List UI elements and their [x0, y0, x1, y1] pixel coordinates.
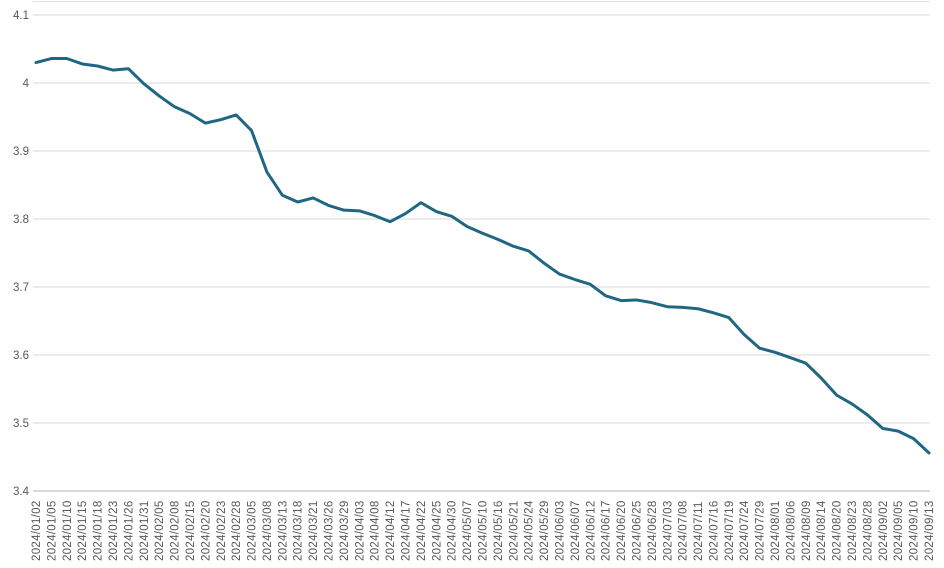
x-tick-label: 2024/05/24 [524, 500, 536, 561]
x-tick-label: 2024/02/15 [185, 500, 197, 561]
x-tick-label: 2024/01/31 [139, 500, 151, 561]
x-tick-label: 2024/01/10 [62, 500, 74, 561]
data-line [34, 57, 931, 455]
x-tick-label: 2024/01/02 [31, 500, 43, 561]
x-tick-label: 2024/09/10 [909, 500, 921, 561]
y-tick-label: 3.9 [13, 146, 29, 158]
x-tick-label: 2024/07/16 [708, 500, 720, 561]
x-tick-label: 2024/03/18 [293, 500, 305, 561]
y-tick-label: 4.1 [13, 10, 29, 22]
x-tick-label: 2024/05/16 [493, 500, 505, 561]
x-tick-label: 2024/08/28 [862, 500, 874, 561]
x-tick-label: 2024/08/06 [785, 500, 797, 561]
x-tick-label: 2024/07/24 [739, 500, 751, 561]
x-tick-label: 2024/02/20 [200, 500, 212, 561]
x-tick-label: 2024/07/08 [678, 500, 690, 561]
x-tick-label: 2024/04/08 [370, 500, 382, 561]
x-tick-label: 2024/06/25 [631, 500, 643, 561]
x-tick-label: 2024/03/13 [277, 500, 289, 561]
x-tick-label: 2024/03/26 [324, 500, 336, 561]
x-tick-label: 2024/04/17 [401, 500, 413, 561]
x-tick-label: 2024/07/11 [693, 501, 705, 561]
x-tick-label: 2024/07/19 [724, 500, 736, 561]
x-tick-label: 2024/02/05 [154, 500, 166, 561]
x-tick-label: 2024/04/12 [385, 500, 397, 561]
x-tick-label: 2024/04/30 [447, 500, 459, 561]
x-tick-label: 2024/08/14 [816, 500, 828, 561]
x-tick-label: 2024/06/28 [647, 500, 659, 561]
x-tick-label: 2024/02/08 [170, 500, 182, 561]
x-tick-label: 2024/08/20 [832, 500, 844, 561]
x-tick-label: 2024/01/23 [108, 500, 120, 561]
x-tick-label: 2024/04/22 [416, 500, 428, 561]
y-tick-label: 3.5 [13, 418, 29, 430]
x-tick-label: 2024/01/15 [77, 500, 89, 561]
x-tick-label: 2024/01/18 [93, 500, 105, 561]
x-tick-label: 2024/04/25 [431, 500, 443, 561]
x-tick-label: 2024/09/05 [893, 500, 905, 561]
y-tick-label: 3.8 [13, 214, 29, 226]
y-tick-label: 3.6 [13, 350, 29, 362]
x-tick-label: 2024/06/03 [554, 500, 566, 561]
x-tick-label: 2024/06/12 [585, 500, 597, 561]
x-tick-label: 2024/08/23 [847, 500, 859, 561]
y-tick-label: 3.4 [13, 486, 30, 498]
x-tick-label: 2024/05/29 [539, 500, 551, 561]
x-tick-label: 2024/06/17 [601, 500, 613, 561]
x-tick-label: 2024/05/21 [508, 500, 520, 561]
x-tick-label: 2024/02/23 [216, 500, 228, 561]
x-tick-label: 2024/03/21 [308, 500, 320, 561]
x-tick-label: 2024/06/07 [570, 500, 582, 561]
x-tick-label: 2024/05/07 [462, 500, 474, 561]
y-tick-label: 3.7 [13, 282, 29, 294]
x-tick-label: 2024/03/29 [339, 500, 351, 561]
y-tick-label: 4 [23, 78, 30, 90]
x-tick-label: 2024/08/01 [770, 500, 782, 561]
x-tick-label: 2024/06/20 [616, 500, 628, 561]
x-tick-label: 2024/03/05 [247, 500, 259, 561]
x-tick-label: 2024/05/10 [478, 500, 490, 561]
x-tick-label: 2024/09/13 [924, 500, 936, 561]
x-tick-label: 2024/02/28 [231, 500, 243, 561]
x-tick-label: 2024/07/03 [662, 500, 674, 561]
x-tick-label: 2024/03/08 [262, 500, 274, 561]
x-tick-label: 2024/04/03 [354, 500, 366, 561]
x-tick-label: 2024/07/29 [755, 500, 767, 561]
x-tick-label: 2024/09/02 [878, 500, 890, 561]
x-tick-label: 2024/01/26 [123, 500, 135, 561]
x-tick-label: 2024/08/09 [801, 500, 813, 561]
x-tick-label: 2024/01/05 [46, 500, 58, 561]
